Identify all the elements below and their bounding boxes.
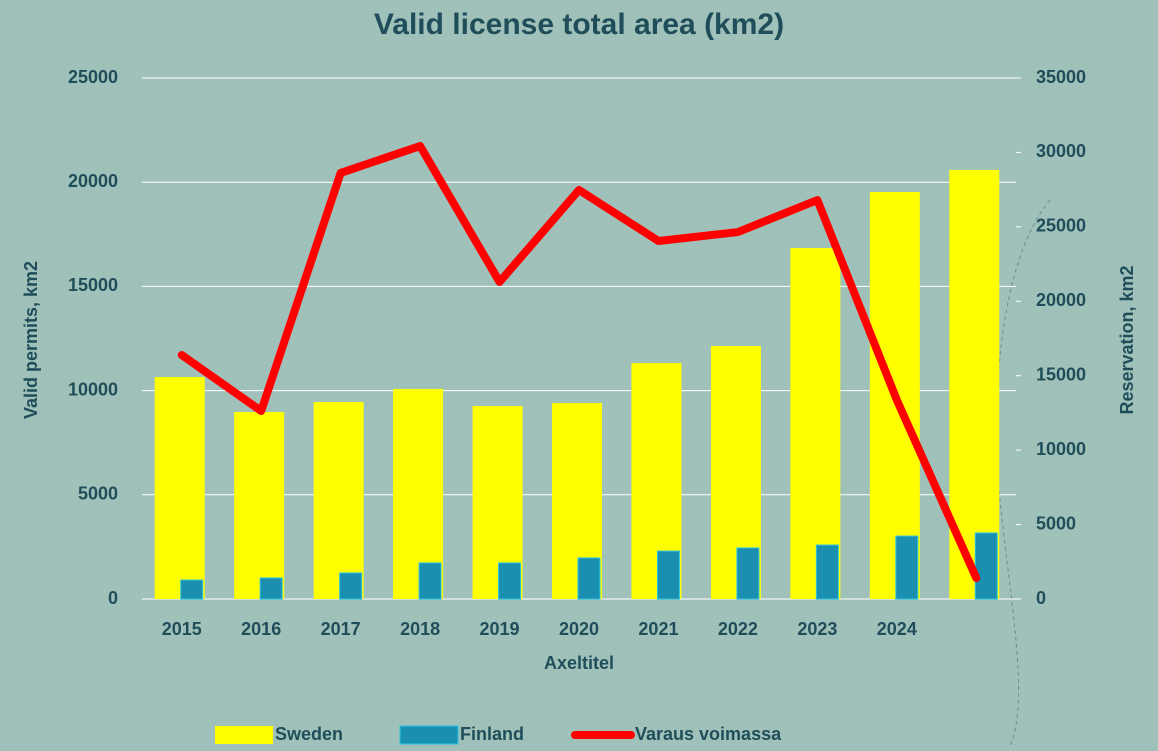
bar — [339, 572, 363, 600]
bar — [974, 532, 998, 600]
legend-swatch — [399, 725, 459, 745]
bar — [736, 547, 760, 600]
legend-label: Varaus voimassa — [635, 724, 782, 744]
x-tick-label: 2015 — [162, 619, 202, 639]
bar — [895, 535, 919, 600]
x-tick-label: 2021 — [638, 619, 678, 639]
x-tick-label: 2020 — [559, 619, 599, 639]
legend-swatch — [215, 726, 273, 744]
y-tick-label: 0 — [108, 588, 118, 608]
bar — [313, 402, 364, 599]
y2-tick-label: 35000 — [1036, 67, 1086, 87]
y2-tick-label: 25000 — [1036, 216, 1086, 236]
x-tick-label: 2018 — [400, 619, 440, 639]
bar — [154, 377, 205, 599]
y-axis-title: Valid permits, km2 — [21, 261, 41, 419]
x-tick-label: 2016 — [241, 619, 281, 639]
x-axis-title: Axeltitel — [544, 653, 614, 673]
bar — [498, 562, 522, 600]
bar — [418, 562, 442, 600]
y2-tick-label: 30000 — [1036, 141, 1086, 161]
bar — [656, 550, 680, 600]
bar — [234, 412, 285, 599]
bar — [180, 579, 204, 600]
y2-tick-label: 15000 — [1036, 364, 1086, 384]
y-tick-label: 15000 — [68, 275, 118, 295]
y-tick-label: 20000 — [68, 171, 118, 191]
y-tick-label: 10000 — [68, 379, 118, 399]
y2-tick-label: 10000 — [1036, 439, 1086, 459]
y-tick-label: 25000 — [68, 67, 118, 87]
x-tick-label: 2017 — [321, 619, 361, 639]
x-tick-label: 2023 — [797, 619, 837, 639]
bar — [790, 248, 841, 600]
y2-tick-label: 0 — [1036, 588, 1046, 608]
y-tick-label: 5000 — [78, 484, 118, 504]
bar — [577, 557, 601, 600]
bar — [815, 544, 839, 600]
legend-label: Finland — [460, 724, 524, 744]
x-tick-label: 2019 — [480, 619, 520, 639]
map-line — [996, 199, 1051, 747]
line — [177, 142, 981, 583]
chart-title: Valid license total area (km2) — [374, 8, 784, 41]
y2-tick-label: 20000 — [1036, 290, 1086, 310]
y2-tick-label: 5000 — [1036, 513, 1076, 533]
bar — [259, 577, 283, 600]
legend-label: Sweden — [275, 724, 343, 744]
x-tick-label: 2022 — [718, 619, 758, 639]
y2-axis-title: Reservation, km2 — [1117, 265, 1137, 414]
x-tick-label: 2024 — [877, 619, 917, 639]
